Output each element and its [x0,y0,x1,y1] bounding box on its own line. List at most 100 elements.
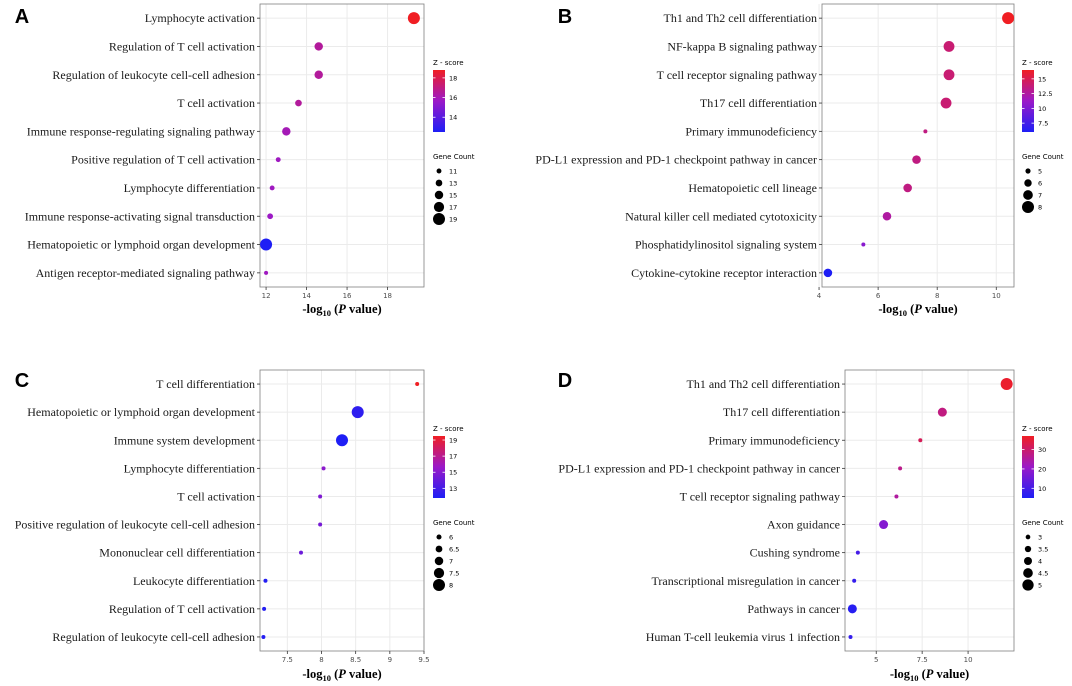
panel-c-point [336,434,348,447]
panel-d-category-label: PD-L1 expression and PD-1 checkpoint pat… [558,461,840,475]
panel-b-category-label: PD-L1 expression and PD-1 checkpoint pat… [535,153,817,167]
panel-a-xtick-label: 12 [262,292,271,300]
panel-b-letter: B [558,6,572,28]
panel-b-point [923,129,928,134]
panel-b-category-label: Primary immunodeficiency [685,124,817,138]
panel-c-xlabel-paren: ( [331,667,338,681]
panel-a-count-legend-dot [433,201,445,213]
panel-d-count-legend-dot [1022,579,1034,591]
panel-a-category-label: Immune response-activating signal transd… [25,209,255,223]
panel-d-point [898,466,903,471]
panel-b-point [1002,12,1015,25]
panel-b-point [823,268,833,278]
panel-a-colorbar-tick-label: 16 [449,94,457,102]
panel-d-xlabel-paren: ( [918,667,925,681]
panel-b-count-legend-dot [1025,168,1031,174]
panel-c-colorbar-tick-label: 19 [449,437,457,445]
panel-c-category-label: T cell activation [177,489,255,503]
panel-c-category-label: Hematopoietic or lymphoid organ developm… [27,405,255,419]
panel-d-count-legend-label: 3.5 [1038,546,1048,554]
panel-b-zscore-colorbar [1022,70,1034,132]
panel-d-count-legend-label: 5 [1038,582,1042,590]
panel-c-xlabel-sub: 10 [322,673,331,683]
panel-b-xlabel-p: P [914,302,922,316]
panel-a-count-legend-label: 11 [449,168,457,176]
panel-a-category-label: Regulation of T cell activation [109,39,255,53]
panel-c-letter: C [15,370,29,392]
panel-b-category-label: Th17 cell differentiation [700,96,817,110]
panel-d-colorbar-tick-label: 20 [1038,465,1046,473]
panel-d-xlabel-sub: 10 [910,673,919,683]
panel-a-zscore-colorbar [433,70,445,132]
panel-d-letter: D [558,370,572,392]
panel-c-count-legend-dot [435,545,443,553]
panel-b-count-legend-label: 8 [1038,204,1042,212]
panel-a-xlabel-p: P [338,302,346,316]
panel-d-colorbar-tick-label: 30 [1038,446,1046,454]
panel-c-category-label: Mononuclear cell differentiation [99,546,255,560]
panel-c-point [318,522,323,527]
panel-a-xlabel-sub: 10 [322,308,331,318]
panel-b-xlabel-suffix: value) [922,302,958,316]
panel-a-point [269,185,275,191]
panel-d-xtick-label: 5 [874,656,878,664]
panel-c-colorbar-tick-label: 13 [449,485,457,493]
panel-b-count-legend-label: 6 [1038,180,1042,188]
panel-c-category-label: Regulation of leukocyte cell-cell adhesi… [52,630,255,644]
panel-c-point [261,634,266,639]
panel-d-zscore-legend-title: Z - score [1022,425,1053,433]
panel-b-xtick-label: 10 [992,292,1001,300]
panel-c-category-label: Lymphocyte differentiation [124,461,255,475]
panel-c-point [263,578,268,583]
panel-d-plot-area [845,370,1014,651]
panel-d-point [1000,378,1013,391]
panel-c-count-legend-label: 6 [449,534,453,542]
panel-c-xlabel-suffix: value) [346,667,382,681]
panel-c-point [318,494,323,499]
panel-c-count-legend-dot [434,556,444,566]
panel-d-point [855,550,860,555]
panel-a-point [260,238,273,251]
panel-b-colorbar-tick-label: 7.5 [1038,120,1048,128]
panel-c-count-legend-title: Gene Count [433,519,475,527]
panel-b-count-legend-label: 7 [1038,192,1042,200]
panel-a-letter: A [15,6,29,28]
panel-a-category-label: Immune response-regulating signaling pat… [27,124,255,138]
panel-a-category-label: Hematopoietic or lymphoid organ developm… [27,238,255,252]
panel-b-count-legend-dot [1024,179,1032,187]
panel-d-category-label: Axon guidance [767,518,840,532]
panel-d-xlabel-suffix: value) [933,667,969,681]
panel-d-category-label: Transcriptional misregulation in cancer [651,574,840,588]
panel-a-point [264,270,269,275]
panel-d-point [848,634,853,639]
panel-d-point [852,578,857,583]
panel-c-category-label: Leukocyte differentiation [133,574,255,588]
panel-c-count-legend-dot [436,534,442,540]
panel-b-plot-area [822,4,1014,287]
panel-a-category-label: Lymphocyte differentiation [124,181,255,195]
panel-c-zscore-colorbar [433,436,445,498]
panel-a-count-legend-dot [436,168,442,174]
panel-a-count-legend-title: Gene Count [433,153,475,161]
panel-b-point [861,242,866,247]
panel-c-count-legend-dot [433,567,445,579]
panel-a-xlabel-prefix: -log [302,302,323,316]
panel-b-category-label: Cytokine-cytokine receptor interaction [631,266,817,280]
panel-a-point [275,157,281,163]
panel-b-point [882,211,892,221]
panel-b-point [943,69,955,81]
panel-c: C 7.5 8 8.5 9 9.5 T cell differentiation Hemato… [15,369,475,683]
panel-b-point [940,97,952,109]
panel-d-point [847,604,857,614]
panel-c-xtick-label: 7.5 [282,656,293,664]
panel-d-count-legend-dot [1025,534,1031,540]
panel-b-category-label: T cell receptor signaling pathway [657,68,817,82]
panel-a-point [295,99,302,107]
panel-d: D 5 7.5 10 Th1 and Th2 cell differentiation T… [558,369,1064,683]
panel-c-point [415,382,420,387]
panel-a-count-legend-label: 15 [449,192,457,200]
panel-b-category-label: Th1 and Th2 cell differentiation [663,11,817,25]
panel-c-point [299,550,303,555]
panel-c-xtick-label: 8.5 [350,656,361,664]
